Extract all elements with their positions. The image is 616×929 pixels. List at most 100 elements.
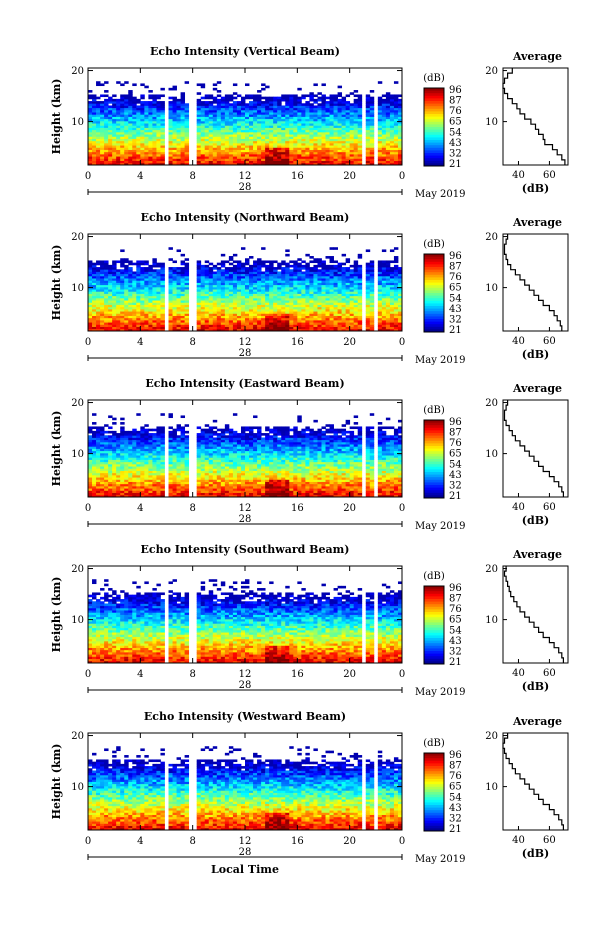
heatmap-cell (269, 142, 274, 146)
heatmap-cell (232, 138, 238, 142)
heatmap-cell (208, 262, 214, 266)
heatmap-cell (309, 304, 314, 308)
heatmap-cell (88, 267, 93, 270)
heatmap-cell (249, 295, 254, 299)
heatmap-cell (253, 282, 258, 286)
heatmap-cell (88, 275, 93, 279)
heatmap-cell (112, 490, 117, 493)
heatmap-cell (385, 273, 391, 277)
heatmap-cell (281, 306, 286, 310)
heatmap-cell (120, 260, 125, 264)
heatmap-cell (216, 81, 222, 84)
heatmap-cell (180, 151, 186, 155)
heatmap-cell (309, 284, 314, 288)
heatmap-cell (212, 328, 218, 332)
heatmap-cell (293, 160, 298, 164)
heatmap-cell (245, 107, 250, 111)
heatmap-cell (124, 267, 129, 270)
heatmap-cell (108, 450, 113, 454)
heatmap-cell (285, 134, 290, 137)
heatmap-cell (277, 302, 282, 305)
heatmap-cell (104, 485, 109, 489)
heatmap-cell (377, 149, 383, 153)
heatmap-cell (160, 105, 165, 109)
heatmap-cell (265, 140, 270, 144)
heatmap-cell (377, 284, 383, 288)
heatmap-cell (357, 151, 363, 155)
heatmap-cell (389, 134, 395, 137)
heatmap-cell (212, 300, 218, 303)
heatmap-cell (341, 109, 347, 113)
heatmap-cell (100, 470, 105, 474)
heatmap-cell (204, 300, 210, 303)
heatmap-cell (104, 273, 109, 277)
heatmap-cell (317, 304, 322, 308)
heatmap-cell (92, 278, 97, 281)
heatmap-cell (325, 123, 330, 126)
heatmap-cell (212, 295, 218, 299)
heatmap-cell (176, 162, 181, 166)
heatmap-cell (144, 153, 149, 157)
heatmap-cell (333, 278, 338, 281)
heatmap-cell (196, 103, 202, 106)
heatmap-cell (212, 302, 218, 305)
panel-3: Echo Intensity (Eastward Beam)2010Height… (50, 377, 569, 532)
heatmap-cell (108, 140, 113, 144)
heatmap-cell (200, 156, 206, 159)
heatmap-cell (273, 289, 278, 292)
heatmap-cell (236, 94, 242, 98)
heatmap-cell (204, 278, 210, 281)
heatmap-cell (289, 306, 294, 310)
heatmap-cell (220, 260, 226, 264)
heatmap-cell (88, 306, 93, 310)
heatmap-cell (377, 120, 383, 124)
heatmap-cell (257, 123, 262, 126)
heatmap-cell (224, 138, 230, 142)
heatmap-cell (132, 275, 137, 279)
heatmap-cell (112, 284, 117, 288)
heatmap-cell (337, 151, 343, 155)
heatmap-cell (325, 116, 330, 120)
heatmap-cell (232, 286, 238, 290)
heatmap-cell (140, 107, 145, 111)
heatmap-cell (325, 302, 330, 305)
heatmap-cell (349, 160, 355, 164)
heatmap-cell (176, 302, 181, 305)
heatmap-cell (321, 147, 326, 150)
heatmap-cell (329, 136, 334, 139)
heatmap-cell (389, 269, 395, 272)
heatmap-cell (108, 120, 113, 124)
heatmap-cell (277, 125, 282, 128)
heatmap-cell (96, 286, 101, 290)
heatmap-cell (96, 160, 101, 164)
heatmap-cell (297, 149, 302, 153)
heatmap-cell (329, 328, 334, 332)
heatmap-cell (240, 284, 246, 288)
heatmap-cell (365, 280, 371, 283)
heatmap-cell (245, 83, 250, 87)
heatmap-cell (397, 280, 403, 283)
heatmap-cell (321, 120, 326, 124)
heatmap-cell (196, 125, 202, 128)
heatmap-cell (353, 289, 359, 292)
heatmap-cell (208, 308, 214, 312)
heatmap-cell (285, 140, 290, 144)
heatmap-cell (108, 101, 113, 104)
heatmap-cell (200, 300, 206, 303)
heatmap-cell (144, 324, 149, 327)
heatmap-cell (224, 118, 230, 122)
heatmap-cell (108, 158, 113, 161)
heatmap-cell (365, 271, 371, 275)
heatmap-cell (365, 328, 371, 332)
heatmap-cell (196, 153, 202, 157)
heatmap-cell (180, 280, 186, 283)
heatmap-cell (116, 477, 121, 480)
heatmap-cell (261, 304, 266, 308)
heatmap-cell (381, 322, 387, 325)
heatmap-cell (397, 322, 403, 325)
heatmap-cell (333, 260, 338, 264)
heatmap-cell (120, 158, 125, 161)
heatmap-cell (277, 295, 282, 299)
heatmap-cell (277, 101, 282, 104)
heatmap-cell (104, 457, 109, 460)
